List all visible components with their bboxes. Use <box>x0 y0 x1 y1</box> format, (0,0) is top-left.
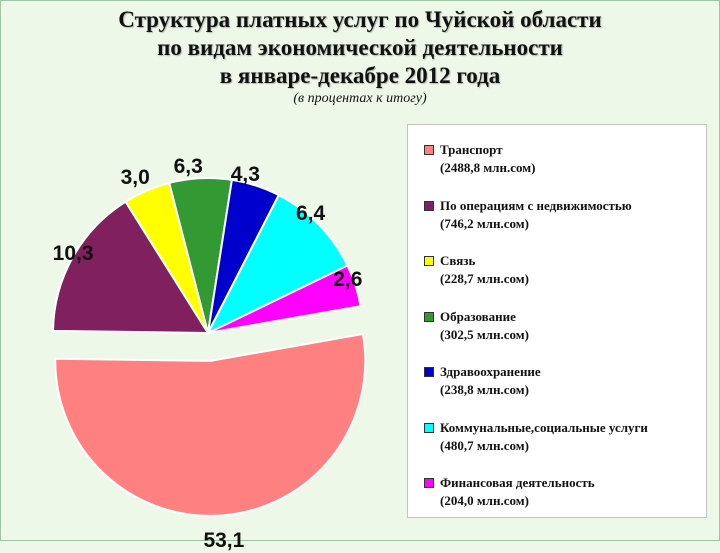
legend-series-name: Коммунальные,социальные услуги <box>440 419 648 435</box>
legend-label: Образование (302,5 млн.сом) <box>440 308 529 344</box>
legend-series-amount: (480,7 млн.сом) <box>440 437 529 453</box>
slice-value-label: 6,3 <box>173 154 203 178</box>
pie-slice <box>205 193 349 336</box>
legend-series-amount: (746,2 млн.сом) <box>440 215 529 231</box>
slice-value-label: 2,6 <box>333 267 363 291</box>
legend-label: Транспорт (2488,8 млн.сом) <box>440 141 535 177</box>
slice-value-label: 10,3 <box>52 241 94 265</box>
legend-swatch <box>424 422 434 433</box>
legend-label: По операциям с недвижимостью (746,2 млн.с… <box>440 197 632 233</box>
slice-value-label: 6,4 <box>296 201 326 225</box>
pie-slice <box>207 264 362 334</box>
legend-swatch <box>424 200 434 211</box>
title-subtitle: (в процентах к итогу) <box>293 91 427 106</box>
legend-series-amount: (238,8 млн.сом) <box>440 382 529 397</box>
title-line-1: Структура платных услуг по Чуйской облас… <box>118 7 602 32</box>
legend-series-name: Образование <box>440 308 516 324</box>
legend-label: Финансовая деятельность (204,0 млн.сом) <box>440 474 595 510</box>
legend-swatch <box>424 145 434 155</box>
slice-value-label: 4,3 <box>230 162 260 186</box>
title-line-2: по видам экономической деятельности <box>157 35 563 60</box>
legend-series-amount: (228,7 млн.сом) <box>440 271 529 286</box>
legend-series-amount: (204,0 млн.сом) <box>440 493 529 508</box>
pie-slice <box>54 332 367 517</box>
chart-legend: Транспорт (2488,8 млн.сом) По операциям с … <box>407 124 707 518</box>
legend-label: Связь (228,7 млн.сом) <box>440 252 529 288</box>
legend-series-name: Здравоохранение <box>440 364 541 379</box>
legend-swatch <box>424 478 434 488</box>
legend-swatch <box>424 367 434 377</box>
slice-value-label: 3,0 <box>120 166 150 190</box>
title-line-3: в январе-декабре 2012 года <box>219 63 501 88</box>
legend-swatch <box>424 311 434 322</box>
chart-title: Структура платных услуг по Чуйской облас… <box>0 6 720 108</box>
pie-chart <box>52 177 367 517</box>
legend-series-amount: (302,5 млн.сом) <box>440 326 529 342</box>
pie-slice <box>52 200 210 335</box>
slice-value-label: 53,1 <box>203 529 245 553</box>
legend-label: Здравоохранение (238,8 млн.сом) <box>440 363 541 399</box>
legend-series-name: Связь <box>440 253 476 268</box>
legend-series-amount: (2488,8 млн.сом) <box>440 160 536 175</box>
legend-series-name: Транспорт <box>440 142 503 157</box>
legend-swatch <box>424 256 434 266</box>
legend-label: Коммунальные,социальные услуги (480,7 млн… <box>440 419 648 455</box>
legend-series-name: По операциям с недвижимостью <box>440 197 632 213</box>
legend-series-name: Финансовая деятельность <box>440 475 595 490</box>
